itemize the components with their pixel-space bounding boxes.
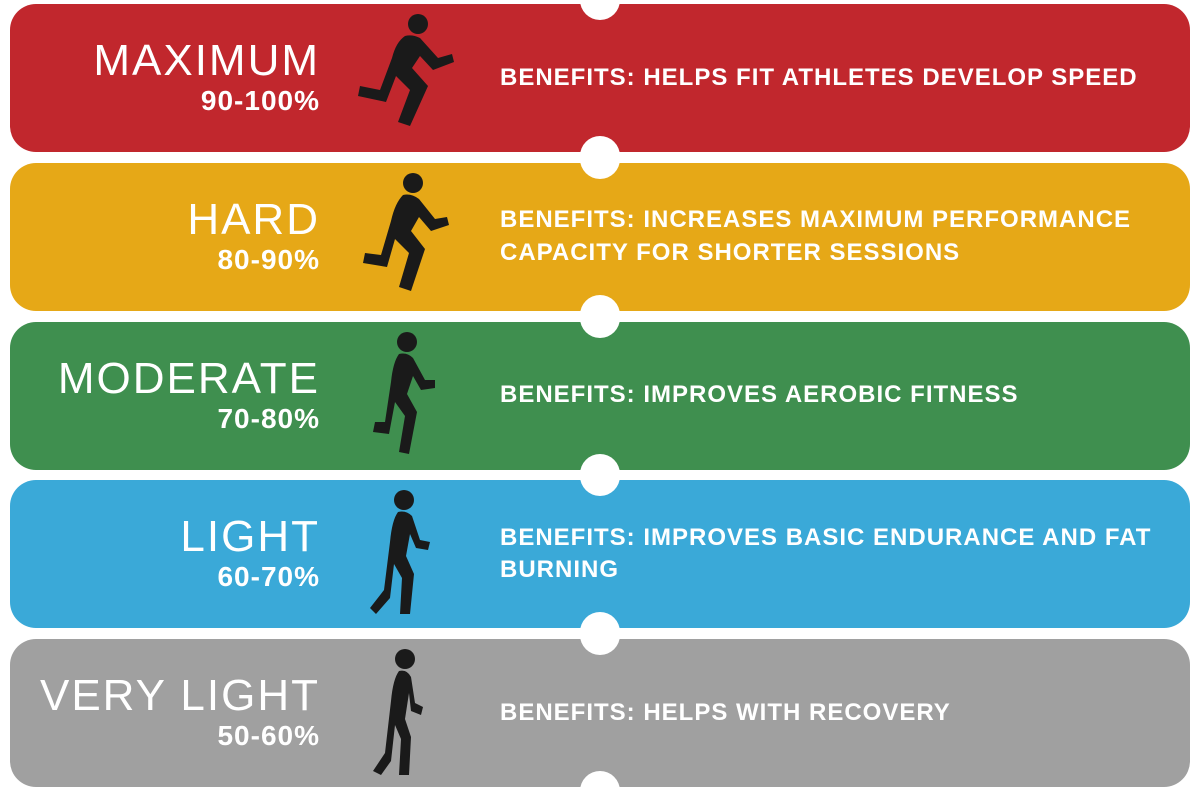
zone-benefit-text: BENEFITS: IMPROVES AEROBIC FITNESS: [500, 379, 1160, 411]
zone-title: MAXIMUM: [93, 39, 320, 83]
zone-title: HARD: [187, 198, 320, 242]
zone-row-very-light: VERY LIGHT 50-60% BENEFITS: HELPS WITH R…: [10, 639, 1190, 787]
benefit-value: HELPS WITH RECOVERY: [643, 699, 950, 726]
jog-icon: [330, 326, 470, 466]
zone-benefit-text: BENEFITS: HELPS WITH RECOVERY: [500, 697, 1160, 729]
zone-row-light: LIGHT 60-70% BENEFITS: IMPROVES BASIC EN…: [10, 480, 1190, 628]
zone-benefit-block: BENEFITS: IMPROVES BASIC ENDURANCE AND F…: [470, 522, 1190, 587]
zone-label-block: HARD 80-90%: [10, 198, 330, 276]
zone-row-maximum: MAXIMUM 90-100% BENEFITS: HELPS FIT ATHL…: [10, 4, 1190, 152]
benefit-prefix: BENEFITS:: [500, 206, 636, 233]
heart-rate-zones-infographic: MAXIMUM 90-100% BENEFITS: HELPS FIT ATHL…: [0, 0, 1200, 791]
zone-label-block: MAXIMUM 90-100%: [10, 39, 330, 117]
benefit-prefix: BENEFITS:: [500, 381, 636, 408]
brisk-walk-icon: [330, 484, 470, 624]
run-icon: [330, 167, 470, 307]
zone-row-hard: HARD 80-90% BENEFITS: INCREASES MAXIMUM …: [10, 163, 1190, 311]
benefit-prefix: BENEFITS:: [500, 524, 636, 551]
zone-range: 70-80%: [217, 403, 320, 435]
zone-benefit-block: BENEFITS: HELPS FIT ATHLETES DEVELOP SPE…: [470, 62, 1190, 94]
zone-benefit-block: BENEFITS: HELPS WITH RECOVERY: [470, 697, 1190, 729]
zone-range: 90-100%: [201, 85, 320, 117]
zone-range: 60-70%: [217, 561, 320, 593]
zone-range: 50-60%: [217, 720, 320, 752]
walk-icon: [330, 643, 470, 783]
zone-label-block: LIGHT 60-70%: [10, 515, 330, 593]
zone-title: MODERATE: [58, 357, 320, 401]
sprint-icon: [330, 8, 470, 148]
zone-benefit-text: BENEFITS: INCREASES MAXIMUM PERFORMANCE …: [500, 204, 1160, 269]
zone-label-block: VERY LIGHT 50-60%: [10, 674, 330, 752]
benefit-value: HELPS FIT ATHLETES DEVELOP SPEED: [643, 64, 1137, 91]
zone-label-block: MODERATE 70-80%: [10, 357, 330, 435]
zone-benefit-block: BENEFITS: INCREASES MAXIMUM PERFORMANCE …: [470, 204, 1190, 269]
zone-range: 80-90%: [217, 244, 320, 276]
zone-title: VERY LIGHT: [40, 674, 320, 718]
benefit-value: IMPROVES AEROBIC FITNESS: [643, 381, 1018, 408]
zone-benefit-text: BENEFITS: IMPROVES BASIC ENDURANCE AND F…: [500, 522, 1160, 587]
zone-row-moderate: MODERATE 70-80% BENEFITS: IMPROVES AEROB…: [10, 322, 1190, 470]
benefit-prefix: BENEFITS:: [500, 64, 636, 91]
benefit-prefix: BENEFITS:: [500, 699, 636, 726]
zone-title: LIGHT: [180, 515, 320, 559]
zone-benefit-text: BENEFITS: HELPS FIT ATHLETES DEVELOP SPE…: [500, 62, 1160, 94]
zone-benefit-block: BENEFITS: IMPROVES AEROBIC FITNESS: [470, 379, 1190, 411]
